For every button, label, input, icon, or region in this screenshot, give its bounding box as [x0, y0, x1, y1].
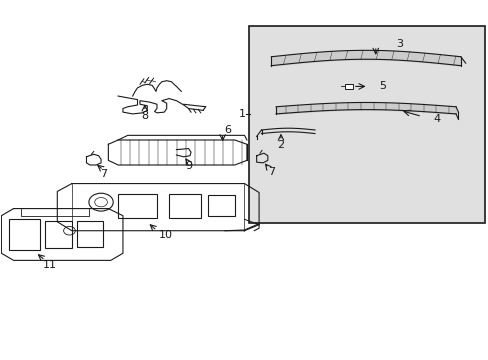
Text: 9: 9 [184, 161, 192, 171]
Text: 5: 5 [379, 81, 386, 91]
Text: 3: 3 [396, 39, 403, 49]
Bar [345, 84, 352, 89]
Text: 7: 7 [267, 167, 274, 177]
Text: 1: 1 [238, 109, 245, 119]
Bar [207, 195, 234, 216]
Text: 11: 11 [43, 260, 57, 270]
Text: 4: 4 [432, 113, 439, 123]
Bar [118, 194, 157, 217]
Text: 2: 2 [277, 140, 284, 150]
Text: 10: 10 [159, 230, 172, 240]
Text: 7: 7 [100, 168, 107, 179]
Bar [169, 194, 201, 217]
Bar [249, 26, 484, 223]
Text: 8: 8 [141, 111, 148, 121]
Bar [77, 221, 103, 247]
Bar [45, 221, 72, 248]
Bar [9, 219, 40, 249]
Text: 6: 6 [224, 125, 230, 135]
